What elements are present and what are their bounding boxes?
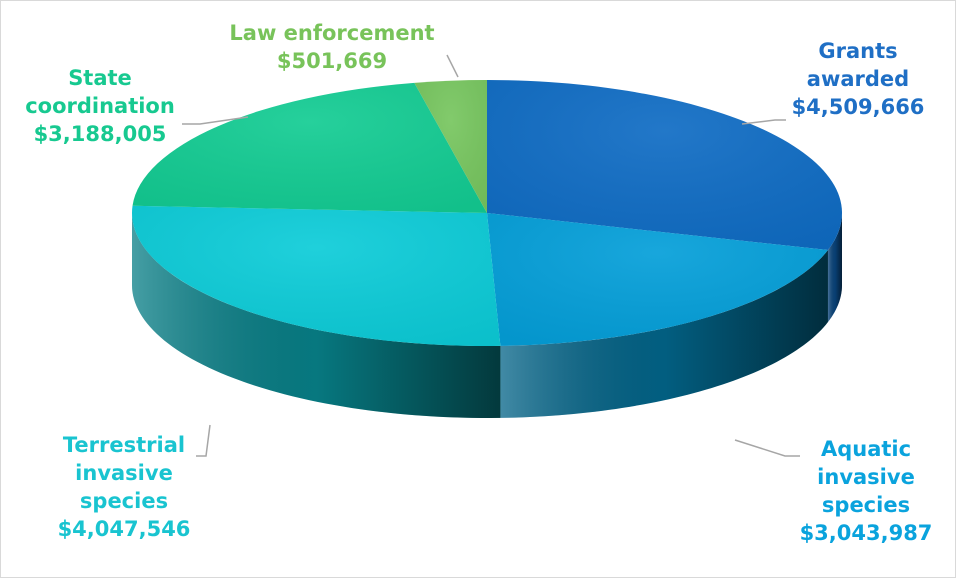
slice-label-2-line-1: invasive [75, 461, 173, 485]
leader-line-0 [741, 119, 786, 125]
pie-top-faces [131, 80, 843, 347]
pie-slice-shine-3 [132, 82, 487, 213]
slice-label-4-line-0: Law enforcement [229, 21, 434, 45]
slice-label-1-line-1: invasive [817, 465, 915, 489]
pie-slice-shine-1 [487, 213, 828, 346]
leader-line-2 [196, 424, 211, 457]
slice-value-3: $3,188,005 [34, 122, 167, 146]
slice-value-0: $4,509,666 [792, 95, 925, 119]
slice-label-1-line-2: species [822, 493, 910, 517]
pie-slice-shine-2 [131, 205, 501, 347]
slice-label-3-line-1: coordination [25, 94, 175, 118]
slice-value-2: $4,047,546 [58, 517, 191, 541]
slice-label-3-line-0: State [68, 66, 132, 90]
slice-labels: Grants awarded $4,509,666 Aquatic invasive sp… [25, 21, 932, 545]
slice-label-2-line-2: species [80, 489, 168, 513]
pie-side-walls [132, 213, 842, 418]
pie-side-shade-2 [132, 213, 501, 418]
slice-label-1-line-0: Aquatic [821, 437, 911, 461]
leader-line-4 [446, 54, 459, 78]
pie-side-shade-0 [827, 213, 842, 323]
pie-slice-shine-0 [487, 80, 843, 251]
slice-label-0-line-0: Grants [818, 39, 897, 63]
pie-side-shade-1 [500, 250, 828, 418]
pie-slice-shine-4 [414, 80, 487, 213]
leader-line-1 [734, 439, 800, 457]
slice-value-4: $501,669 [277, 49, 387, 73]
leader-lines [182, 54, 800, 457]
slice-label-2-line-0: Terrestrial [63, 433, 185, 457]
leader-line-3 [182, 116, 249, 125]
slice-value-1: $3,043,987 [800, 521, 933, 545]
slice-label-0-line-1: awarded [807, 67, 909, 91]
